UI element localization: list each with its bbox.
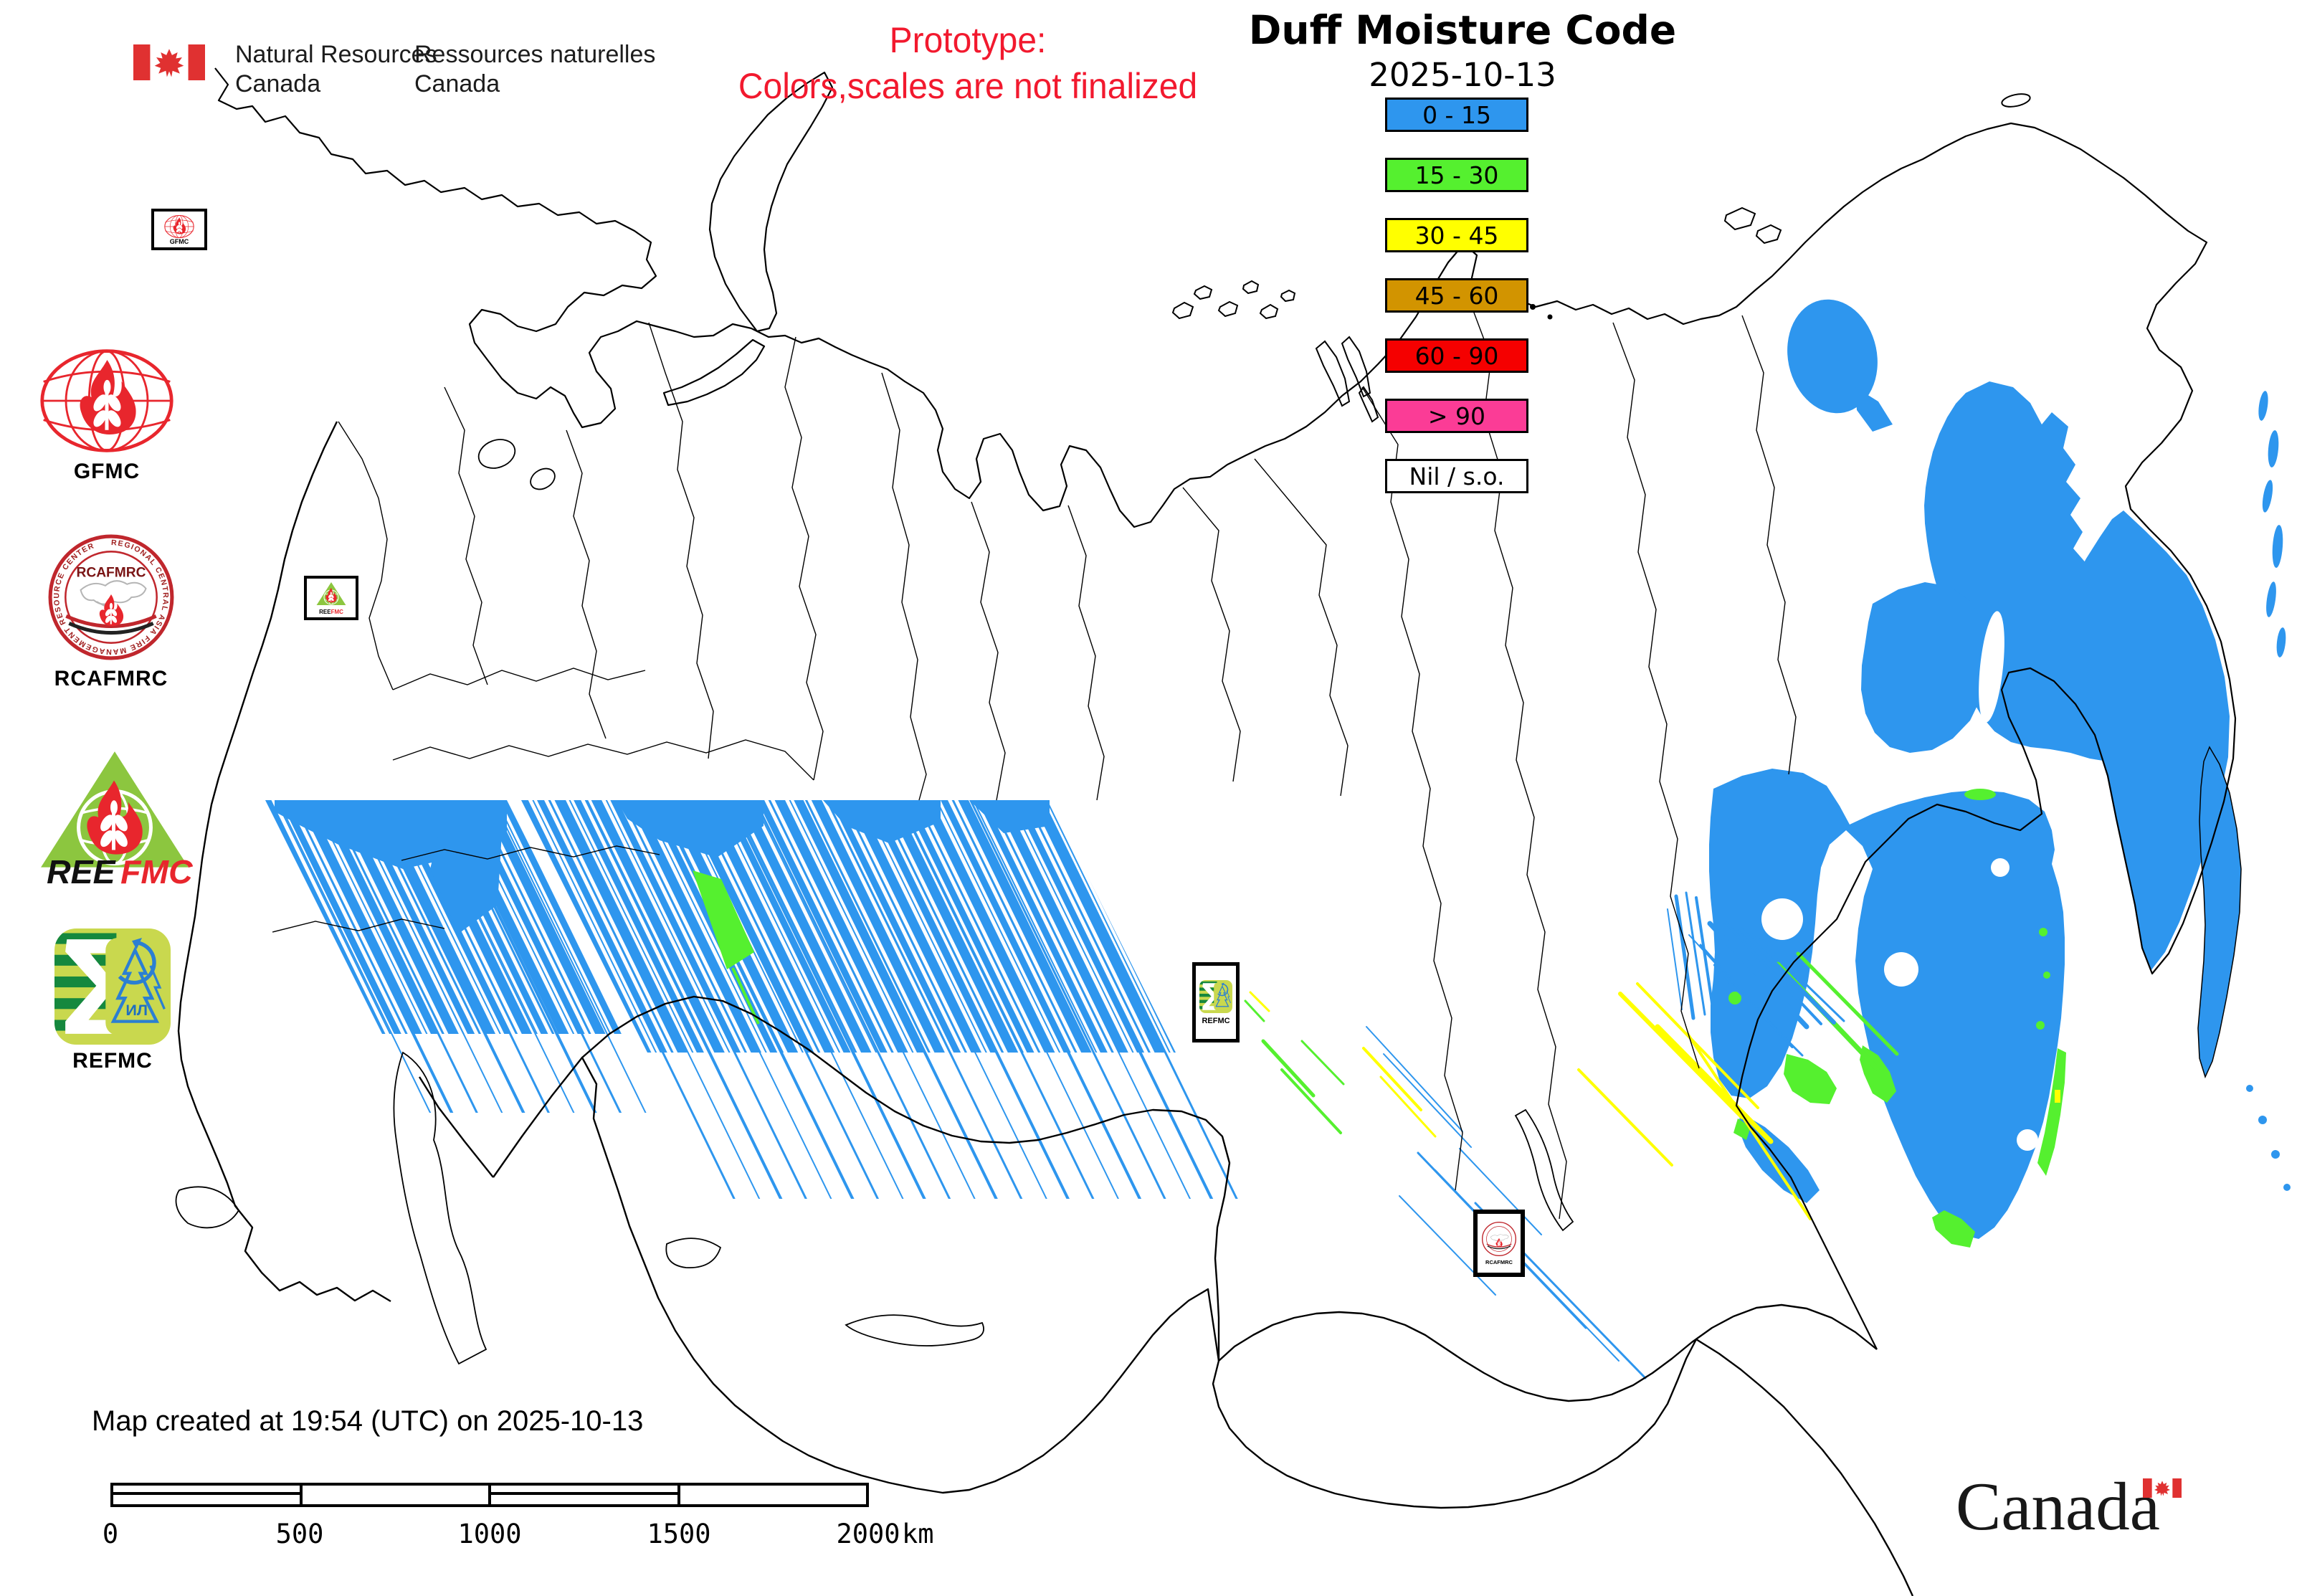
reefmc-logo: REE FMC: [34, 744, 195, 889]
legend-swatch-45-60: 45 - 60: [1385, 278, 1528, 313]
gfmc-marker-label: GFMC: [169, 237, 189, 245]
legend-label: > 90: [1427, 402, 1486, 430]
internal-borders: [272, 300, 1797, 1220]
refmc-marker-label: REFMC: [1202, 1016, 1230, 1025]
reefmc-triangle-icon: REE FMC: [35, 744, 194, 889]
gfmc-map-marker: GFMC: [151, 209, 207, 250]
scale-bar-segment: [113, 1486, 300, 1504]
canada-flag-icon: [2143, 1478, 2182, 1498]
scale-tick-1500: 1500: [647, 1519, 711, 1549]
reefmc-label-red: FMC: [120, 853, 194, 889]
national-borders: [177, 421, 1914, 1596]
legend-label: 30 - 45: [1414, 221, 1499, 250]
refmc-label: REFMC: [72, 1049, 153, 1073]
map-title: Duff Moisture Code: [1248, 7, 1677, 53]
prototype-notice-line2: Colors,scales are not finalized: [738, 66, 1198, 106]
legend-swatch-60-90: 60 - 90: [1385, 338, 1528, 373]
prototype-notice-line1: Prototype:: [889, 20, 1047, 60]
dept-en-line2: Canada: [235, 70, 321, 98]
dmc-white-holes: [1761, 611, 2038, 1151]
lakes: [175, 439, 1574, 1365]
scale-tick-1000: 1000: [457, 1519, 522, 1549]
legend-swatch-gt90: > 90: [1385, 399, 1528, 433]
islands: [1171, 93, 2031, 423]
dmc-yellow-streaks: [1249, 982, 2060, 1220]
rcafmrc-logo: REGIONAL CENTRAL ASIA FIRE MANAGEMENT RE…: [44, 532, 178, 691]
map-date: 2025-10-13: [1369, 56, 1556, 94]
canada-wordmark-text: Canada: [1956, 1468, 2160, 1544]
dept-name-fr: Ressources naturelles Canada: [414, 40, 655, 99]
dept-fr-line2: Canada: [414, 70, 500, 98]
legend-label: 0 - 15: [1422, 100, 1491, 129]
rcafmrc-seal-icon: [1481, 1221, 1517, 1257]
legend-label: Nil / s.o.: [1409, 462, 1505, 490]
canada-flag-icon: [133, 44, 205, 80]
reefmc-marker-label: REEFMC: [319, 609, 343, 615]
prototype-notice: Prototype: Colors,scales are not finaliz…: [693, 17, 1243, 109]
legend-swatch-30-45: 30 - 45: [1385, 218, 1528, 252]
gfmc-globe-icon: [39, 346, 175, 455]
refmc-inner-label: ИЛ: [125, 1001, 148, 1019]
refmc-square-icon: ИЛ: [54, 928, 171, 1045]
legend-swatch-15-30: 15 - 30: [1385, 158, 1528, 192]
reefmc-triangle-icon: [313, 581, 350, 609]
refmc-square-icon: [1199, 980, 1232, 1013]
legend-swatch-0-15: 0 - 15: [1385, 98, 1528, 132]
scale-bar-segment: [299, 1486, 489, 1504]
reefmc-label-black: REE: [47, 853, 116, 889]
gfmc-logo: GFMC: [38, 346, 176, 484]
scale-tick-2000: 2000: [836, 1519, 900, 1549]
scale-tick-500: 500: [275, 1519, 324, 1549]
gfmc-label: GFMC: [73, 460, 141, 483]
rcafmrc-label: RCAFMRC: [54, 667, 168, 690]
legend-label: 15 - 30: [1414, 161, 1499, 189]
scale-bar-segment: [677, 1486, 867, 1504]
legend-label: 45 - 60: [1414, 281, 1499, 310]
rcafmrc-inner-label: RCAFMRC: [76, 566, 146, 581]
scale-bar: [110, 1483, 869, 1507]
refmc-logo: ИЛ REFMC: [52, 928, 173, 1073]
rcafmrc-map-marker: RCAFMRC: [1473, 1210, 1525, 1277]
canada-wordmark: Canada: [1956, 1467, 2160, 1546]
dmc-streak-bands: [265, 800, 1249, 1199]
dept-en-line1: Natural Resources: [235, 41, 437, 68]
rcafmrc-seal-icon: REGIONAL CENTRAL ASIA FIRE MANAGEMENT RE…: [46, 532, 176, 662]
map-created-text: Map created at 19:54 (UTC) on 2025-10-13: [92, 1405, 644, 1437]
reefmc-map-marker: REEFMC: [304, 576, 358, 620]
gfmc-globe-icon: [159, 214, 199, 239]
scale-unit: km: [902, 1519, 934, 1549]
dept-name-en: Natural Resources Canada: [235, 40, 437, 99]
legend-swatch-nil: Nil / s.o.: [1385, 459, 1528, 493]
dept-fr-line1: Ressources naturelles: [414, 41, 656, 68]
refmc-map-marker: REFMC: [1192, 962, 1240, 1042]
rcafmrc-marker-label: RCAFMRC: [1485, 1259, 1513, 1266]
scale-tick-0: 0: [102, 1519, 119, 1549]
dmc-east-blue-regions: [1709, 299, 2291, 1239]
scale-bar-segment: [488, 1486, 677, 1504]
legend-label: 60 - 90: [1414, 341, 1499, 370]
